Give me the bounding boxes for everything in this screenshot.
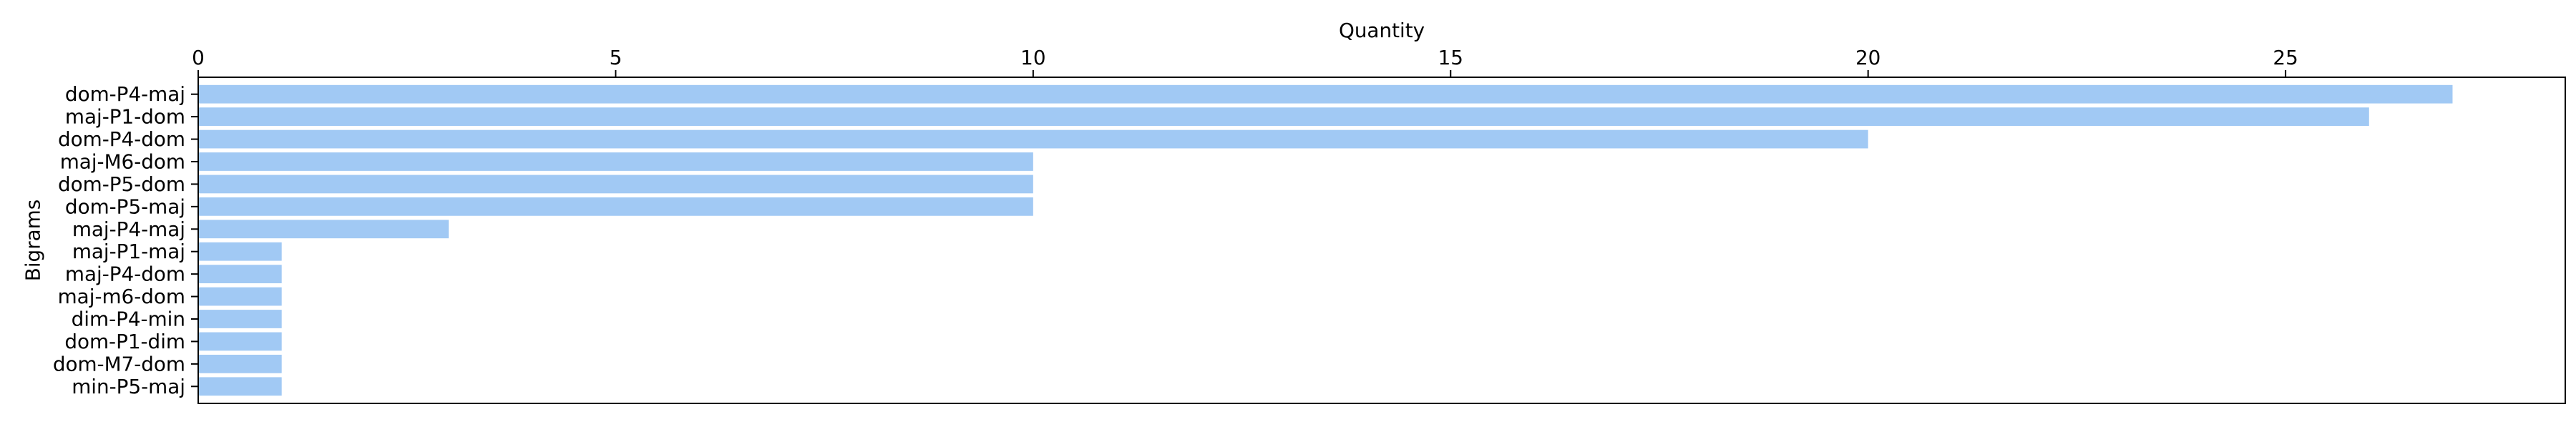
x-tick-label: 25 [2273,46,2298,69]
x-axis-title: Quantity [1339,19,1425,42]
x-tick-label: 0 [192,46,205,69]
category-label: maj-P4-maj [72,217,185,241]
bar-dom-P1-dim [198,332,282,351]
bar-dom-M7-dom [198,354,282,373]
bar-dim-P4-min [198,310,282,328]
bar-dom-P4-dom [198,129,1868,149]
x-tick-label: 5 [610,46,623,69]
category-label: maj-P1-maj [72,240,185,263]
bar-maj-P1-maj [198,242,282,261]
category-label: dom-M7-dom [53,352,185,375]
bar-min-P5-maj [198,377,282,396]
bar-maj-P4-dom [198,265,282,284]
bar-maj-m6-dom [198,287,282,306]
bar-maj-M6-dom [198,152,1033,171]
category-label: dom-P4-dom [58,127,185,151]
category-label: maj-P1-dom [65,105,185,129]
bar-maj-P4-maj [198,220,449,239]
bar-dom-P4-maj [198,84,2453,104]
category-label: dom-P4-maj [65,82,185,106]
x-axis-ticks: 0 5 10 15 20 25 [192,46,2298,77]
bar-dom-P5-dom [198,175,1033,194]
y-axis-category-labels: dom-P4-majmaj-P1-domdom-P4-dommaj-M6-dom… [53,82,198,398]
x-tick-label: 10 [1020,46,1045,69]
category-label: maj-P4-dom [65,262,185,286]
category-label: dom-P5-maj [65,195,185,218]
plot-frame [197,77,2566,404]
bar-maj-P1-dom [198,107,2369,127]
x-tick-label: 20 [1855,46,1880,69]
bars-layer [198,84,2453,396]
category-label: maj-M6-dom [60,150,185,174]
y-axis-title: Bigrams [21,200,45,281]
category-label: dom-P1-dim [64,330,185,353]
category-label: maj-m6-dom [58,285,185,308]
x-tick-label: 15 [1438,46,1463,69]
bar-dom-P5-maj [198,197,1033,216]
category-label: min-P5-maj [72,375,185,398]
category-label: dim-P4-min [72,308,185,331]
category-label: dom-P5-dom [58,172,185,196]
